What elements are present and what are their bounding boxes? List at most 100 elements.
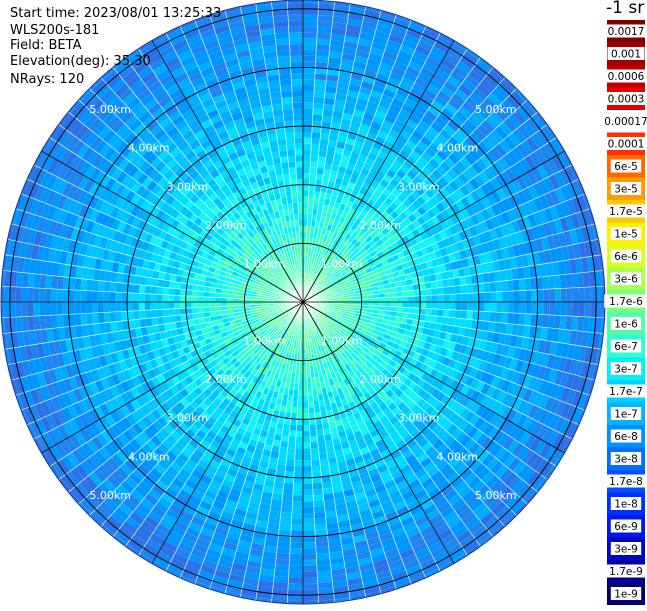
range-gate [104, 302, 110, 312]
range-gate [318, 156, 326, 163]
range-gate [75, 314, 82, 326]
range-gate [104, 312, 111, 323]
range-gate [288, 577, 303, 583]
range-gate [314, 79, 326, 86]
range-gate [303, 437, 310, 443]
range-gate [312, 132, 321, 139]
range-gate [283, 115, 293, 122]
range-gate [293, 495, 303, 501]
range-gate [303, 454, 311, 460]
range-gate [293, 489, 303, 495]
range-gate [104, 292, 110, 302]
range-gate [303, 32, 317, 38]
range-gate [320, 458, 329, 465]
range-gate [310, 156, 318, 162]
range-gate [291, 525, 303, 531]
range-gate [192, 302, 198, 308]
range-gate [139, 293, 145, 302]
range-gate [145, 285, 151, 294]
range-gate [290, 179, 297, 185]
range-gate [303, 513, 314, 519]
range-gate [289, 566, 303, 572]
range-gate [317, 570, 332, 577]
range-gate [303, 97, 314, 103]
range-gate [134, 319, 141, 328]
range-gate [537, 302, 543, 315]
range-gate [139, 302, 145, 311]
range-gate [281, 91, 292, 98]
range-gate [320, 139, 329, 146]
range-gate [318, 15, 333, 22]
range-gate [303, 478, 313, 484]
range-gate [297, 196, 303, 202]
range-gate [290, 173, 297, 179]
range-gate [391, 302, 397, 307]
range-gate [501, 312, 508, 323]
range-gate [28, 316, 35, 331]
range-gate [316, 553, 330, 560]
range-gate [291, 407, 297, 413]
range-gate [162, 302, 168, 309]
range-gate [303, 196, 309, 202]
range-gate [4, 302, 10, 318]
range-gate [303, 132, 312, 138]
range-gate [295, 443, 303, 449]
range-gate [303, 419, 309, 425]
range-gate [437, 309, 443, 317]
range-gate [274, 21, 289, 28]
range-gate [174, 295, 180, 302]
range-gate [4, 286, 10, 302]
range-gate [276, 44, 290, 51]
range-gate [133, 293, 139, 302]
range-gate [287, 595, 303, 601]
range-gate [299, 220, 303, 226]
range-gate [109, 292, 115, 302]
range-gate [311, 150, 319, 156]
range-gate [290, 424, 297, 430]
range-gate [133, 311, 140, 320]
range-gate [310, 161, 318, 167]
range-gate [320, 464, 329, 471]
range-gate [309, 413, 315, 419]
range-gate [157, 279, 164, 287]
range-gate [98, 281, 105, 292]
range-gate [104, 281, 111, 292]
range-gate [303, 108, 313, 114]
range-gate [513, 313, 520, 325]
range-gate [507, 313, 514, 324]
range-gate [290, 56, 303, 62]
range-gate [303, 472, 312, 478]
range-gate [51, 302, 57, 315]
range-gate [292, 507, 303, 513]
range-gate [560, 316, 567, 330]
range-gate [289, 167, 296, 173]
range-gate [316, 56, 329, 63]
range-gate [408, 308, 414, 314]
range-gate [75, 278, 82, 290]
range-gate [151, 294, 157, 302]
range-gate [303, 150, 311, 156]
range-gate [86, 291, 92, 302]
range-gate [282, 97, 293, 104]
range-gate [519, 313, 526, 325]
range-gate [314, 91, 325, 98]
range-gate [280, 512, 292, 519]
range-gate [303, 167, 310, 173]
range-gate [303, 26, 317, 32]
range-gate [318, 441, 326, 448]
range-gate [281, 506, 292, 513]
range-gate [127, 302, 133, 311]
range-gate [282, 103, 293, 110]
range-gate [316, 429, 324, 436]
range-gate [303, 466, 312, 472]
range-gate [291, 530, 303, 536]
range-gate [280, 518, 292, 525]
range-gate [449, 310, 455, 318]
range-gate [303, 390, 308, 396]
range-gate [555, 302, 561, 316]
range-gate [316, 541, 329, 548]
range-gate [57, 302, 63, 315]
range-gate [567, 302, 573, 316]
